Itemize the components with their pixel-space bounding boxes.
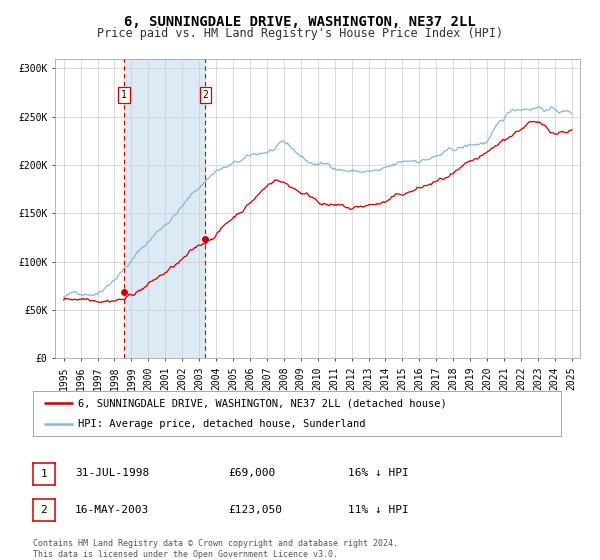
Text: 1: 1 [121, 90, 127, 100]
Text: 11% ↓ HPI: 11% ↓ HPI [348, 505, 409, 515]
Text: 16% ↓ HPI: 16% ↓ HPI [348, 468, 409, 478]
Text: 16-MAY-2003: 16-MAY-2003 [75, 505, 149, 515]
Text: HPI: Average price, detached house, Sunderland: HPI: Average price, detached house, Sund… [78, 419, 365, 430]
Text: Contains HM Land Registry data © Crown copyright and database right 2024.
This d: Contains HM Land Registry data © Crown c… [33, 539, 398, 559]
Text: £123,050: £123,050 [228, 505, 282, 515]
Text: 2: 2 [40, 505, 47, 515]
Text: Price paid vs. HM Land Registry's House Price Index (HPI): Price paid vs. HM Land Registry's House … [97, 27, 503, 40]
Bar [124, 59, 205, 358]
Text: 31-JUL-1998: 31-JUL-1998 [75, 468, 149, 478]
Point [119, 287, 129, 296]
Text: 1: 1 [40, 469, 47, 479]
Text: 2: 2 [202, 90, 208, 100]
Text: 6, SUNNINGDALE DRIVE, WASHINGTON, NE37 2LL (detached house): 6, SUNNINGDALE DRIVE, WASHINGTON, NE37 2… [78, 398, 446, 408]
Point [200, 235, 210, 244]
Text: £69,000: £69,000 [228, 468, 275, 478]
Text: 6, SUNNINGDALE DRIVE, WASHINGTON, NE37 2LL: 6, SUNNINGDALE DRIVE, WASHINGTON, NE37 2… [124, 15, 476, 29]
